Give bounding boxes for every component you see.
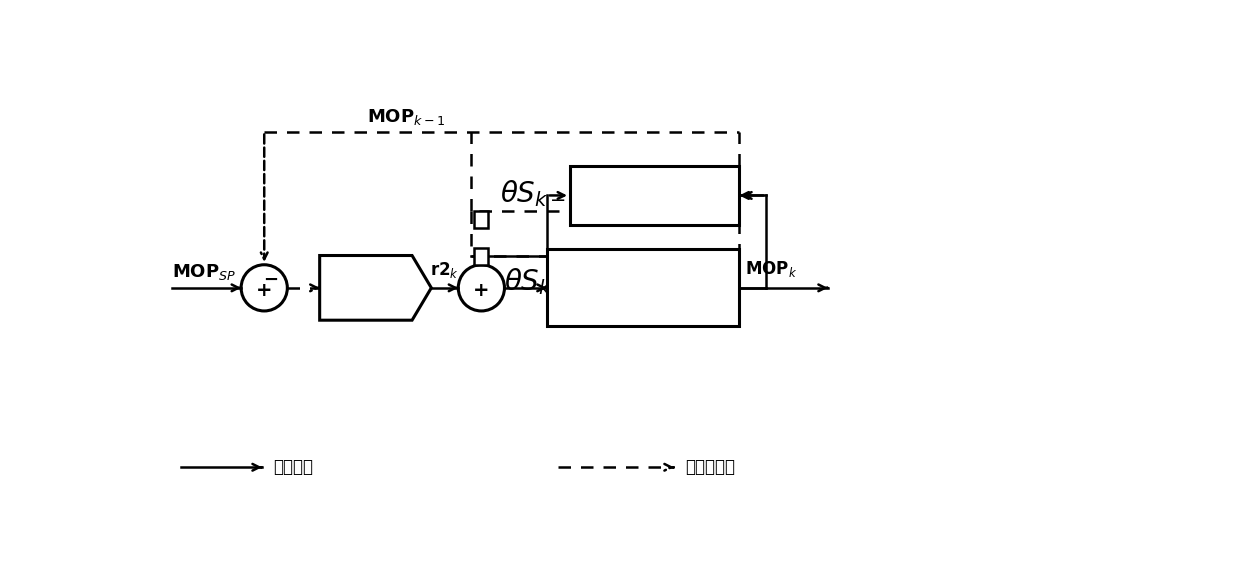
Text: 过秨2: 过秨2 [624,278,662,298]
Text: 非实时流动: 非实时流动 [685,458,736,477]
Text: +: + [473,282,489,300]
Text: −: − [263,271,278,289]
Bar [546,249,740,327]
Bar [570,166,740,225]
Bar [475,211,488,228]
Text: +: + [256,282,273,300]
Text: E: E [364,278,379,298]
Text: r2$_k$: r2$_k$ [430,260,460,280]
Text: MOP$_{k-1}$: MOP$_{k-1}$ [367,107,445,127]
Polygon shape [320,255,431,320]
Text: 实时流动: 实时流动 [274,458,313,477]
Text: $\theta S_{k-1}$: $\theta S_{k-1}$ [499,178,582,209]
Text: 内存2: 内存2 [636,186,673,205]
Bar [475,248,488,264]
Text: MOP$_{SP}$: MOP$_{SP}$ [172,262,235,282]
Text: $\theta S_k$: $\theta S_k$ [504,266,553,297]
Text: MOP$_k$: MOP$_k$ [746,259,798,279]
